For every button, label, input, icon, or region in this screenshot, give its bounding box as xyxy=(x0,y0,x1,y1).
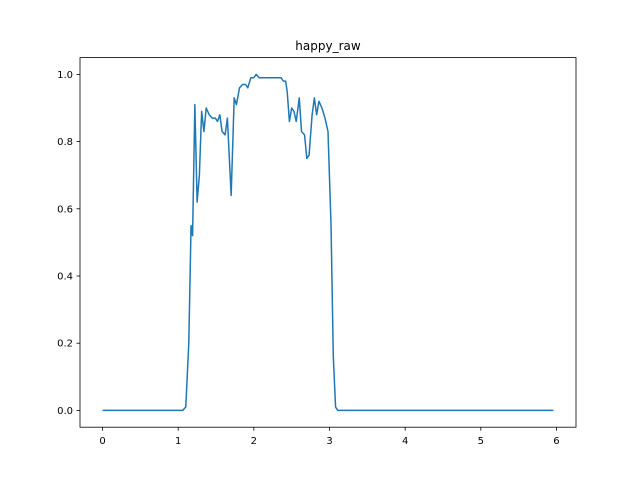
y-tick-label: 1.0 xyxy=(57,70,73,81)
x-tick-label: 5 xyxy=(478,436,484,447)
plot-frame xyxy=(79,57,577,428)
x-tick-label: 3 xyxy=(326,436,332,447)
y-tick-label: 0.6 xyxy=(57,204,73,215)
y-tick-label: 0.2 xyxy=(57,339,73,350)
x-tick-label: 0 xyxy=(99,436,105,447)
y-tick-label: 0.4 xyxy=(57,272,73,283)
x-tick-label: 6 xyxy=(553,436,559,447)
y-tick-label: 0.0 xyxy=(57,406,73,417)
chart-title: happy_raw xyxy=(295,39,361,53)
data-line xyxy=(102,73,554,412)
x-tick-label: 4 xyxy=(402,436,408,447)
y-tick-label: 0.8 xyxy=(57,137,73,148)
x-tick-label: 2 xyxy=(251,436,257,447)
x-tick-label: 1 xyxy=(175,436,181,447)
